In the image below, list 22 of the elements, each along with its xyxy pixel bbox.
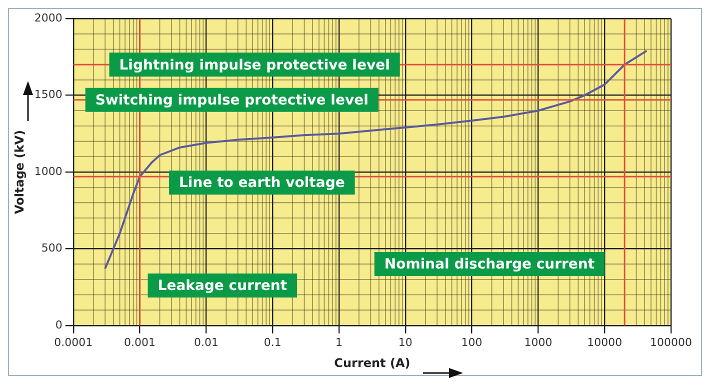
y-axis-title: Voltage (kV) (12, 130, 26, 214)
x-tick-label: 0.001 (124, 336, 156, 349)
x-tick-label: 0.01 (194, 336, 218, 349)
x-tick-label: 100000 (650, 336, 692, 349)
x-tick-label: 0.1 (264, 336, 282, 349)
y-tick-label: 1000 (34, 164, 62, 178)
y-tick-label: 0 (55, 318, 62, 332)
ref-line-label: Lightning impulse protective level (119, 57, 390, 74)
x-tick-label: 0.0001 (54, 336, 93, 349)
x-tick-label: 1000 (524, 336, 552, 349)
ref-line-label: Nominal discharge current (384, 256, 595, 273)
ref-line-label: Switching impulse protective level (95, 92, 368, 109)
ref-line-label: Line to earth voltage (179, 175, 345, 192)
ref-line-label: Leakage current (158, 278, 288, 294)
y-tick-label: 500 (41, 242, 62, 255)
y-tick-label: 2000 (34, 11, 62, 24)
x-tick-label: 10 (398, 336, 412, 349)
x-axis-title: Current (A) (334, 356, 410, 370)
y-tick-label: 1500 (34, 88, 62, 102)
x-tick-label: 10000 (587, 336, 622, 349)
x-tick-label: 100 (461, 336, 482, 349)
x-tick-label: 1 (335, 336, 342, 349)
